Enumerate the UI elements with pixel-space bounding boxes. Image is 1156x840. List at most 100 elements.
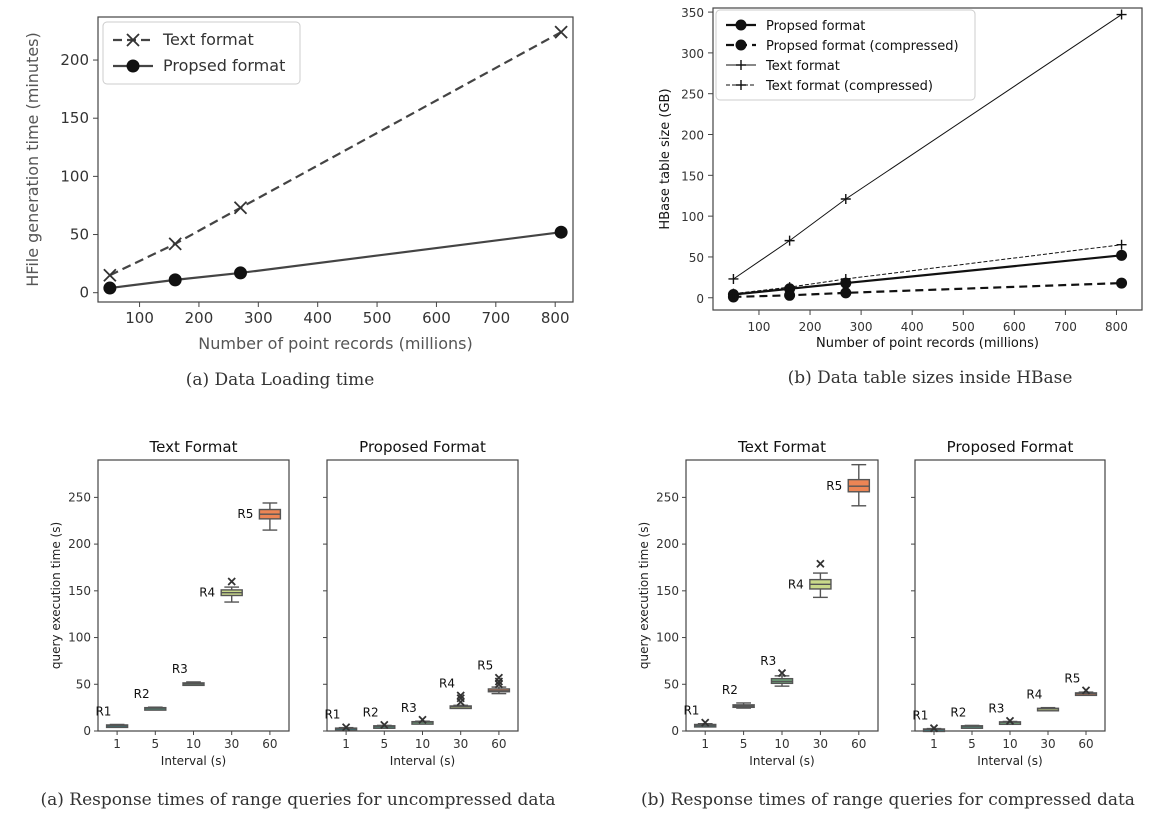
figure-caption: (b) Data table sizes inside HBase <box>788 368 1073 388</box>
x-tick-label: 1 <box>342 737 350 751</box>
x-axis-label: Number of point records (millions) <box>816 336 1039 351</box>
outlier <box>380 720 389 730</box>
data-point <box>168 273 182 287</box>
x-tick-label: 700 <box>1054 320 1077 334</box>
data-point <box>784 282 795 293</box>
legend-marker <box>126 33 140 47</box>
x-tick-label: 30 <box>453 737 468 751</box>
box-label: R1 <box>95 704 111 718</box>
x-axis-label: Interval (s) <box>977 754 1042 768</box>
panel-title: Proposed Format <box>947 438 1074 456</box>
box-R4: R4 <box>1026 688 1060 712</box>
box-panel-1: Proposed Format 1R1 5 R2 10 R3 30 R4 60 R5 Interva… <box>911 438 1106 768</box>
x-tick-label: 700 <box>481 309 510 327</box>
box-label: R2 <box>722 683 738 697</box>
series-line-2 <box>733 14 1122 280</box>
legend-entry: Text format (compressed) <box>765 79 933 94</box>
y-axis-label: query execution time (s) <box>637 522 651 669</box>
box-R2: R2 <box>722 683 755 709</box>
x-tick-label: 10 <box>1002 737 1017 751</box>
y-tick-label: 0 <box>696 292 704 306</box>
plot-frame <box>97 16 574 303</box>
panel-frame <box>97 459 290 732</box>
y-tick-label: 50 <box>76 677 91 691</box>
panel-title: Proposed Format <box>359 438 486 456</box>
box-label: R5 <box>1064 671 1080 685</box>
data-point <box>728 273 739 284</box>
box-R2: R2 <box>134 687 167 711</box>
x-tick-label: 800 <box>1105 320 1128 334</box>
y-tick-label: 100 <box>60 167 89 185</box>
data-point <box>1116 239 1127 250</box>
box-R3: R3 <box>760 654 794 687</box>
box-figure-2: Text Format 0 50 100 150 200 250 1 R1 5 R2 10 R3 30 R4… <box>40 438 555 810</box>
x-tick-label: 300 <box>244 309 273 327</box>
box-R4: R4 <box>199 577 243 603</box>
y-tick-label: 100 <box>656 631 679 645</box>
box-R5: R5 <box>477 659 511 695</box>
series-line-0 <box>109 31 562 277</box>
data-point <box>234 266 247 280</box>
box-label: R1 <box>683 704 699 718</box>
x-tick-label: 10 <box>186 737 201 751</box>
box-R1: R1 <box>95 704 129 729</box>
outlier <box>456 694 465 703</box>
box-R2: R2 <box>363 705 396 730</box>
outlier <box>494 673 504 682</box>
box-label: R3 <box>172 662 188 676</box>
y-tick-label: 150 <box>60 109 89 127</box>
box-R5: R5 <box>237 502 282 531</box>
y-axis-label: HFile generation time (minutes) <box>23 32 42 286</box>
x-tick-label: 60 <box>491 737 506 751</box>
y-tick-label: 150 <box>68 584 91 598</box>
legend-marker <box>736 60 746 70</box>
legend-marker <box>735 19 747 31</box>
y-tick-label: 50 <box>664 677 679 691</box>
box-label: R3 <box>988 701 1004 715</box>
legend-marker <box>735 39 747 51</box>
x-tick-label: 5 <box>968 737 976 751</box>
y-tick-label: 200 <box>60 51 89 69</box>
box-panel-0: Text Format 0 50 100 150 200 250 1 R1 5 R2 10 R3 30 R4… <box>49 438 290 768</box>
data-point <box>168 237 182 251</box>
box-label: R4 <box>788 577 804 591</box>
data-point <box>233 201 248 215</box>
y-tick-label: 250 <box>681 88 704 102</box>
y-tick-label: 0 <box>79 284 89 302</box>
legend-entry: Propsed format (compressed) <box>766 39 959 54</box>
series-line-1 <box>733 281 1122 299</box>
panel-title: Text Format <box>737 438 826 456</box>
outlier <box>341 723 351 732</box>
outlier <box>1005 716 1015 726</box>
box-R1: R1 <box>324 708 358 732</box>
outlier <box>701 718 710 727</box>
box-label: R2 <box>950 705 966 719</box>
box-R5: R5 <box>1064 671 1098 697</box>
outlier <box>929 724 939 733</box>
legend-entry: Propsed format <box>766 19 865 34</box>
panel-title: Text Format <box>149 438 238 456</box>
x-tick-label: 30 <box>813 737 828 751</box>
outlier <box>227 577 236 586</box>
y-tick-label: 200 <box>656 537 679 551</box>
y-axis-label: HBase table size (GB) <box>658 88 673 229</box>
box-label: R4 <box>1026 688 1042 702</box>
x-tick-label: 10 <box>415 737 430 751</box>
data-point <box>103 268 117 282</box>
y-tick-label: 0 <box>83 724 91 738</box>
x-tick-label: 5 <box>151 737 159 751</box>
box-R4: R4 <box>788 559 832 599</box>
x-tick-label: 1 <box>701 737 709 751</box>
x-axis-label: Interval (s) <box>749 754 814 768</box>
x-tick-label: 30 <box>1040 737 1055 751</box>
y-tick-label: 50 <box>70 226 89 244</box>
box-panel-0: Text Format 0 50 100 150 200 250 1 R1 5 R2 10 R3 30 R4… <box>637 438 879 768</box>
line-chart-1: 100 200 300 400 500 600 700 800 0 50 100 150 200 250 3… <box>658 6 1143 388</box>
x-tick-label: 200 <box>185 309 214 327</box>
y-tick-label: 150 <box>681 169 704 183</box>
box-label: R2 <box>134 687 150 701</box>
box-label: R2 <box>363 705 379 719</box>
box-label: R3 <box>760 654 776 668</box>
data-point <box>103 281 117 295</box>
box-label: R5 <box>237 507 253 521</box>
